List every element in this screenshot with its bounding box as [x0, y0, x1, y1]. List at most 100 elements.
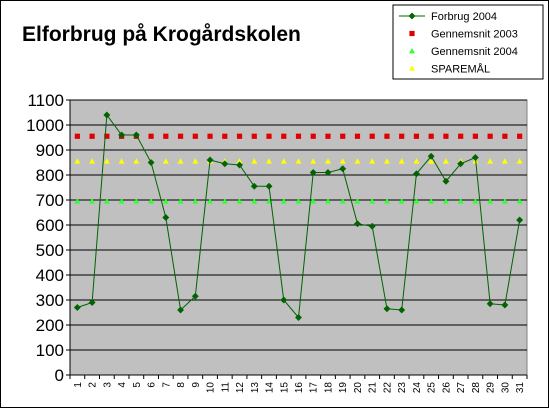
- data-point-sparem-l: [354, 158, 361, 164]
- data-point-gennemsnit-2004: [383, 198, 390, 204]
- x-tick-label: 2: [88, 382, 99, 388]
- data-point-sparem-l: [251, 158, 258, 164]
- data-point-gennemsnit-2004: [369, 198, 376, 204]
- data-point-gennemsnit-2004: [339, 198, 346, 204]
- data-point-gennemsnit-2004: [516, 198, 523, 204]
- data-point-gennemsnit-2003: [251, 133, 257, 139]
- data-point-gennemsnit-2004: [295, 198, 302, 204]
- data-point-gennemsnit-2003: [399, 133, 405, 139]
- data-point-gennemsnit-2004: [501, 198, 508, 204]
- x-tick-label: 26: [441, 382, 452, 394]
- y-tick-label: 500: [36, 241, 64, 260]
- data-point-gennemsnit-2004: [472, 198, 479, 204]
- legend-marker-gennemsnit-2003: [409, 30, 415, 37]
- data-point-sparem-l: [162, 158, 169, 164]
- data-point-gennemsnit-2004: [207, 198, 214, 204]
- data-point-gennemsnit-2003: [281, 133, 287, 139]
- y-tick-label: 800: [36, 166, 64, 185]
- data-point-gennemsnit-2004: [133, 198, 140, 204]
- legend-box: [392, 4, 544, 80]
- x-tick-label: 20: [353, 382, 364, 394]
- x-tick-label: 27: [456, 382, 467, 394]
- data-point-gennemsnit-2003: [517, 133, 523, 139]
- data-point-gennemsnit-2003: [266, 133, 272, 139]
- x-tick-label: 16: [294, 382, 305, 394]
- data-point-gennemsnit-2003: [443, 133, 449, 139]
- y-tick-label: 200: [36, 316, 64, 335]
- data-point-gennemsnit-2004: [457, 198, 464, 204]
- data-point-forbrug-2004: [486, 300, 494, 308]
- data-point-sparem-l: [442, 158, 449, 164]
- data-point-sparem-l: [339, 158, 346, 164]
- data-point-sparem-l: [280, 158, 287, 164]
- data-point-gennemsnit-2003: [502, 133, 508, 139]
- data-point-gennemsnit-2004: [413, 198, 420, 204]
- data-point-forbrug-2004: [235, 161, 244, 169]
- data-point-sparem-l: [103, 158, 110, 164]
- y-axis: 0 100 200 300 400 500 600 700 800 900 1000 1100: [26, 91, 71, 385]
- data-point-gennemsnit-2004: [280, 198, 287, 204]
- x-tick-label: 24: [412, 382, 423, 394]
- data-point-forbrug-2004: [88, 298, 96, 307]
- x-tick-label: 15: [279, 382, 290, 394]
- data-point-forbrug-2004: [265, 182, 273, 190]
- legend-label-forbrug-2004: Forbrug 2004: [431, 11, 497, 23]
- data-point-sparem-l: [428, 158, 435, 164]
- legend-label-gennemsnit-2004: Gennemsnit 2004: [431, 46, 518, 58]
- chart-title: Elforbrug på Krogårdskolen: [22, 23, 301, 46]
- data-point-forbrug-2004: [501, 301, 509, 309]
- data-point-forbrug-2004: [280, 296, 288, 304]
- data-point-sparem-l: [74, 158, 81, 164]
- data-point-forbrug-2004: [162, 213, 170, 222]
- data-point-forbrug-2004: [516, 216, 524, 224]
- x-tick-label: 28: [471, 382, 482, 394]
- y-tick-label: 1100: [27, 91, 64, 110]
- data-point-sparem-l: [487, 158, 494, 164]
- series-forbrug-2004: [73, 111, 524, 322]
- data-point-gennemsnit-2003: [295, 133, 302, 139]
- data-point-sparem-l: [133, 158, 140, 164]
- legend-label-sparem-l: SPAREMÅL: [431, 63, 490, 76]
- y-tick-label: 700: [36, 191, 64, 210]
- data-point-gennemsnit-2003: [354, 133, 361, 139]
- data-point-forbrug-2004: [206, 156, 214, 164]
- data-point-forbrug-2004: [73, 303, 81, 312]
- x-tick-label: 14: [265, 382, 276, 394]
- data-point-forbrug-2004: [147, 158, 155, 167]
- data-point-forbrug-2004: [471, 153, 479, 162]
- data-point-sparem-l: [516, 158, 523, 164]
- data-point-sparem-l: [310, 158, 317, 164]
- x-tick-label: 25: [427, 382, 438, 394]
- data-point-gennemsnit-2003: [192, 133, 198, 139]
- x-tick-label: 7: [161, 382, 172, 388]
- data-point-forbrug-2004: [294, 313, 303, 322]
- data-point-gennemsnit-2003: [472, 133, 479, 139]
- data-point-gennemsnit-2003: [177, 133, 184, 139]
- y-tick-label: 100: [36, 341, 64, 360]
- data-point-forbrug-2004: [339, 165, 347, 173]
- x-tick-label: 3: [102, 382, 113, 388]
- data-point-sparem-l: [369, 158, 376, 164]
- data-point-forbrug-2004: [457, 160, 465, 168]
- data-point-sparem-l: [89, 158, 96, 164]
- data-point-sparem-l: [118, 158, 125, 164]
- x-tick-label: 13: [250, 382, 261, 394]
- data-point-forbrug-2004: [221, 160, 229, 168]
- data-point-sparem-l: [383, 158, 390, 164]
- data-point-forbrug-2004: [427, 152, 435, 160]
- x-tick-label: 9: [191, 382, 202, 388]
- data-point-forbrug-2004: [132, 131, 140, 139]
- data-point-forbrug-2004: [191, 292, 199, 300]
- data-point-gennemsnit-2004: [324, 198, 331, 204]
- legend-marker-sparem-l: [409, 65, 415, 71]
- data-point-forbrug-2004: [442, 177, 450, 185]
- data-point-sparem-l: [236, 158, 243, 164]
- data-point-gennemsnit-2003: [74, 133, 80, 139]
- data-point-sparem-l: [295, 158, 302, 164]
- data-point-gennemsnit-2004: [442, 198, 449, 204]
- series-layer: [73, 111, 524, 322]
- legend-marker-gennemsnit-2004: [409, 48, 415, 54]
- data-point-gennemsnit-2004: [251, 198, 258, 204]
- data-point-gennemsnit-2004: [236, 198, 243, 204]
- data-point-gennemsnit-2004: [354, 198, 361, 204]
